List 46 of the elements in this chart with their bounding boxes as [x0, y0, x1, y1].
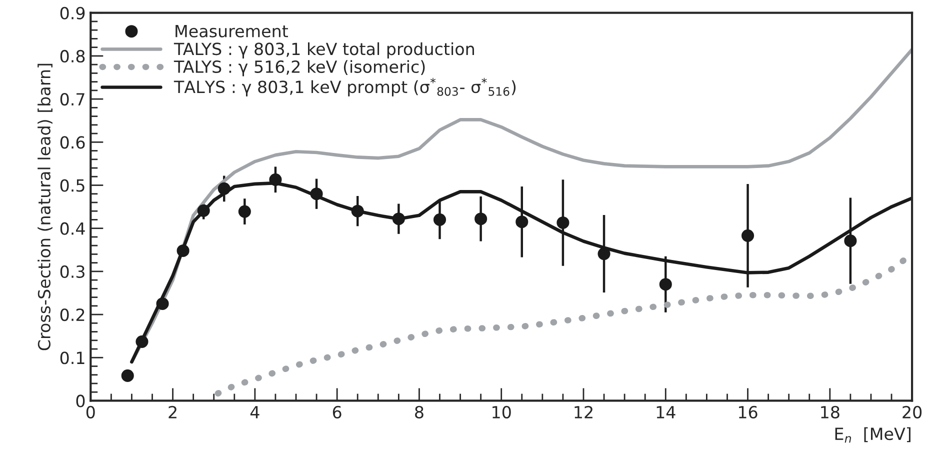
point: [351, 204, 364, 218]
point: [556, 216, 570, 229]
y-tick-label: 0.1: [60, 352, 84, 364]
legend-label: TALYS : γ 516,2 keV (isomeric): [174, 60, 425, 76]
x-tick-label: 0: [86, 406, 95, 418]
point: [121, 369, 134, 382]
x-axis-title: E$_{n}$ [MeV]: [835, 427, 910, 443]
legend-label: TALYS : γ 803,1 keV prompt (σ$^{*}$$_{803}$- σ$^{*}$$_{516}$): [174, 78, 516, 96]
x-tick-label: 14: [656, 406, 676, 418]
point: [392, 212, 405, 226]
point: [218, 182, 230, 195]
point: [516, 216, 528, 228]
point: [269, 173, 282, 186]
point: [844, 234, 857, 248]
point: [741, 229, 754, 242]
point: [310, 188, 323, 200]
y-tick-label: 0.2: [60, 308, 84, 322]
point: [238, 205, 251, 218]
x-tick-label: 20: [902, 406, 922, 418]
y-tick-label: 0: [76, 394, 85, 408]
x-tick-label: 4: [250, 406, 260, 418]
x-tick-label: 18: [821, 406, 840, 418]
point: [136, 335, 148, 348]
y-tick-label: 0.5: [60, 179, 84, 192]
x-tick-label: 12: [574, 406, 592, 418]
y-tick-label: 0.6: [60, 136, 85, 149]
point: [598, 247, 610, 260]
y-tick-label: 0.9: [60, 6, 85, 20]
x-tick-label: 10: [492, 406, 511, 418]
legend-label: Measurement: [176, 25, 288, 38]
point: [197, 204, 210, 217]
legend-label: TALYS : γ 803,1 keV total production: [174, 42, 474, 58]
y-axis-title: Cross-Section (natural lead) [barn]: [38, 64, 52, 350]
y-tick-label: 0.7: [60, 93, 84, 106]
x-tick-label: 6: [332, 406, 342, 418]
y-tick-label: 0.4: [60, 222, 85, 235]
point: [474, 212, 488, 226]
point: [659, 278, 672, 291]
x-tick-label: 16: [738, 406, 758, 418]
y-tick-label: 0.8: [60, 50, 85, 63]
point: [433, 213, 446, 226]
y-tick-label: 0.3: [60, 265, 84, 278]
x-tick-label: 2: [168, 406, 176, 418]
x-tick-label: 8: [415, 406, 424, 418]
point: [176, 244, 190, 258]
point: [156, 297, 169, 310]
